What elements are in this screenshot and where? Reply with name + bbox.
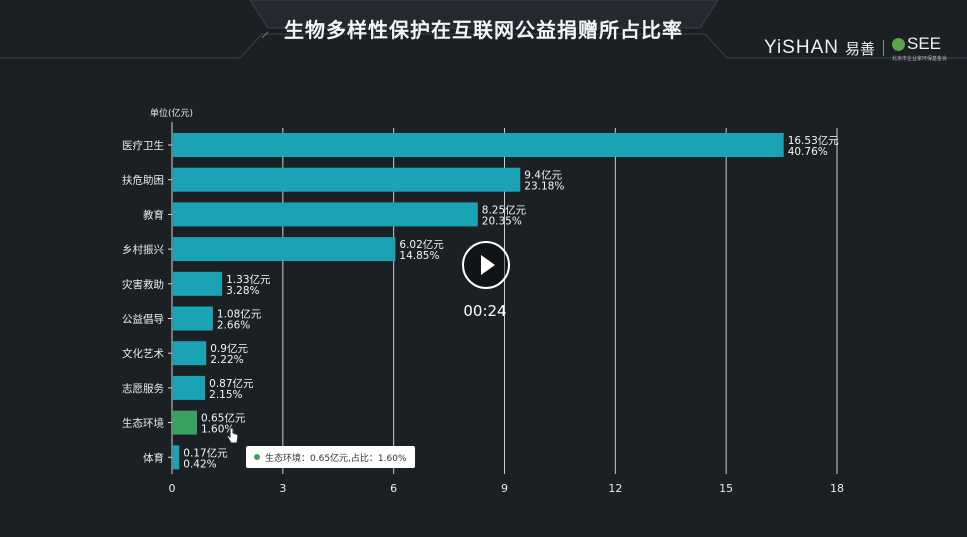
play-button[interactable]: [461, 240, 511, 290]
unit-label: 单位(亿元): [150, 107, 193, 119]
data-label-value: 1.08亿元: [217, 308, 262, 321]
x-tick-label: 3: [279, 482, 286, 495]
x-tick-label: 0: [169, 482, 176, 495]
bar: [173, 306, 213, 331]
bar: [173, 237, 396, 262]
chart-title: 生物多样性保护在互联网公益捐赠所占比率: [284, 18, 683, 42]
data-label-percent: 2.15%: [209, 389, 242, 401]
data-label-value: 0.87亿元: [209, 377, 254, 390]
data-label-value: 9.4亿元: [524, 169, 562, 182]
yishan-logo-cn: 易善: [844, 39, 875, 58]
data-label-percent: 0.42%: [183, 458, 216, 470]
see-logo: SEE 北京市企业家环保基金会: [891, 34, 947, 62]
data-label-value: 0.65亿元: [201, 412, 246, 425]
data-label-percent: 40.76%: [788, 146, 828, 158]
category-label: 医疗卫生: [122, 139, 164, 152]
category-label: 公益倡导: [122, 313, 164, 326]
bar: [173, 375, 206, 400]
data-label-percent: 2.66%: [217, 320, 250, 332]
bar: [173, 167, 521, 192]
data-label-percent: 3.28%: [226, 285, 259, 297]
category-label: 文化艺术: [122, 347, 164, 360]
bar: [173, 133, 784, 157]
bar: [173, 271, 223, 296]
data-label-percent: 2.22%: [210, 354, 243, 366]
chart-tooltip: 生态环境：0.65亿元,占比：1.60%: [246, 446, 415, 468]
see-leaf-icon: [891, 37, 905, 51]
category-label: 乡村振兴: [122, 243, 164, 256]
x-tick-label: 6: [390, 482, 397, 495]
data-label-value: 0.17亿元: [183, 446, 228, 459]
category-label: 灾害救助: [122, 278, 164, 291]
logo-divider: [882, 40, 884, 56]
see-logo-text: SEE: [906, 34, 942, 53]
category-label: 教育: [143, 208, 164, 221]
bar: [173, 341, 207, 366]
category-label: 志愿服务: [122, 382, 164, 395]
data-label-value: 6.02亿元: [399, 238, 444, 251]
video-timecode: 00:24: [463, 302, 507, 320]
data-label-value: 8.25亿元: [482, 203, 527, 216]
tooltip-text: 生态环境：0.65亿元,占比：1.60%: [265, 453, 407, 464]
see-subtitle: 北京市企业家环保基金会: [891, 56, 947, 62]
category-label: 体育: [143, 451, 164, 464]
tooltip-series-dot: [254, 454, 260, 460]
data-label-value: 0.9亿元: [210, 342, 248, 355]
category-label: 扶危助困: [122, 174, 164, 187]
x-tick-label: 9: [501, 482, 508, 495]
x-tick-label: 18: [830, 482, 844, 495]
data-label-value: 1.33亿元: [226, 273, 271, 286]
bar: [173, 445, 180, 470]
x-tick-label: 12: [608, 482, 622, 495]
data-label-percent: 1.60%: [201, 424, 234, 436]
brand-logos: YiSHAN 易善 SEE 北京市企业家环保基金会: [764, 34, 947, 62]
data-label-value: 16.53亿元: [788, 134, 840, 147]
hand-cursor-icon: [226, 427, 239, 444]
data-label-percent: 23.18%: [524, 181, 564, 193]
category-label: 生态环境: [122, 417, 164, 430]
x-tick-label: 15: [719, 482, 733, 495]
data-label-percent: 20.35%: [482, 215, 522, 227]
data-label-percent: 14.85%: [399, 250, 439, 262]
bar: [173, 202, 478, 227]
play-icon: [462, 241, 510, 289]
bar: [173, 410, 198, 435]
yishan-logo-text: YiSHAN: [763, 37, 839, 58]
